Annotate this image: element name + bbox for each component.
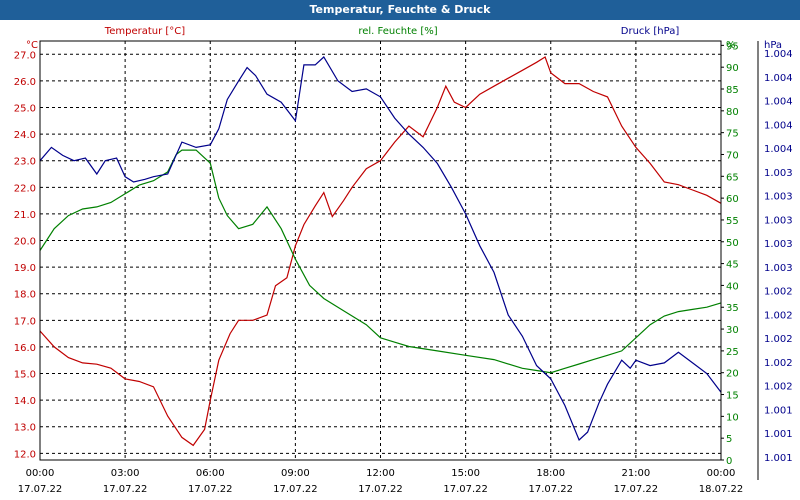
temperature-tick-label: 12.0	[14, 449, 36, 460]
temperature-tick-labels: 12.0 13.0 14.0 15.0 16.0 17.0 18.0 19.0 20.0 21.0…	[14, 50, 36, 460]
humidity-tick-label: 25	[726, 347, 739, 358]
x-tick-time: 00:00	[26, 468, 55, 479]
pressure-tick-label: 1.004	[764, 49, 793, 60]
x-tick-date: 17.07.22	[443, 484, 488, 495]
temperature-tick-label: 16.0	[14, 343, 36, 354]
pressure-tick-label: 1.001	[764, 405, 793, 416]
x-tick-date: 17.07.22	[358, 484, 403, 495]
temperature-tick-label: 19.0	[14, 263, 36, 274]
temperature-tick-label: 24.0	[14, 130, 36, 141]
x-tick-date: 17.07.22	[273, 484, 318, 495]
temperature-tick-label: 23.0	[14, 157, 36, 168]
temperature-tick-label: 22.0	[14, 183, 36, 194]
pressure-tick-label: 1.003	[764, 168, 793, 179]
pressure-tick-label: 1.002	[764, 382, 793, 393]
pressure-line	[39, 56, 722, 442]
pressure-tick-label: 1.002	[764, 334, 793, 345]
chart: Temperatur [°C] rel. Feuchte [%] Druck […	[0, 20, 800, 500]
pressure-tick-label: 1.004	[764, 144, 793, 155]
humidity-tick-label: 70	[726, 150, 739, 161]
humidity-tick-label: 35	[726, 303, 739, 314]
temperature-tick-label: 13.0	[14, 423, 36, 434]
x-tick-time: 03:00	[111, 468, 140, 479]
x-tick-time: 12:00	[366, 468, 395, 479]
temperature-tick-label: 21.0	[14, 210, 36, 221]
humidity-line	[39, 149, 722, 374]
x-tick-time: 00:00	[707, 468, 736, 479]
humidity-tick-label: 40	[726, 281, 739, 292]
temperature-tick-label: 14.0	[14, 396, 36, 407]
x-tick-date: 17.07.22	[614, 484, 659, 495]
pressure-unit: hPa	[764, 40, 782, 51]
humidity-tick-label: 45	[726, 260, 739, 271]
pressure-tick-label: 1.003	[764, 215, 793, 226]
plot-frame	[39, 40, 722, 461]
temperature-line	[39, 56, 722, 447]
pressure-tick-label: 1.002	[764, 287, 793, 298]
humidity-tick-label: 80	[726, 107, 739, 118]
x-tick-time: 18:00	[536, 468, 565, 479]
x-tick-time: 09:00	[281, 468, 310, 479]
humidity-tick-label: 50	[726, 238, 739, 249]
pressure-tick-label: 1.003	[764, 263, 793, 274]
x-tick-date: 17.07.22	[103, 484, 148, 495]
humidity-unit: %	[726, 40, 736, 51]
humidity-tick-label: 75	[726, 129, 739, 140]
humidity-tick-label: 85	[726, 85, 739, 96]
humidity-tick-label: 65	[726, 172, 739, 183]
pressure-tick-label: 1.003	[764, 239, 793, 250]
x-tick-time: 06:00	[196, 468, 225, 479]
pressure-tick-label: 1.004	[764, 97, 793, 108]
humidity-axis-label: rel. Feuchte [%]	[358, 26, 437, 37]
temperature-tick-label: 25.0	[14, 104, 36, 115]
humidity-tick-label: 60	[726, 194, 739, 205]
pressure-tick-label: 1.001	[764, 429, 793, 440]
pressure-tick-label: 1.003	[764, 192, 793, 203]
humidity-tick-label: 0	[726, 456, 732, 467]
pressure-tick-label: 1.002	[764, 358, 793, 369]
temperature-tick-label: 17.0	[14, 316, 36, 327]
window-title: Temperatur, Feuchte & Druck	[0, 0, 800, 20]
temperature-tick-label: 26.0	[14, 77, 36, 88]
humidity-tick-label: 90	[726, 63, 739, 74]
humidity-tick-labels: 0 5 10 15 20 25 30 35 40 45 50 55 60 65 70 75 80 85 90 95	[721, 41, 739, 467]
x-tick-date: 17.07.22	[18, 484, 63, 495]
x-tick-date: 17.07.22	[528, 484, 573, 495]
pressure-tick-label: 1.002	[764, 310, 793, 321]
humidity-tick-label: 95	[726, 41, 739, 52]
humidity-tick-label: 20	[726, 369, 739, 380]
x-tick-labels: 00:00 17.07.22 03:00 17.07.22 06:00 17.07.22 0…	[18, 468, 744, 495]
x-tick-date: 17.07.22	[188, 484, 233, 495]
humidity-tick-label: 15	[726, 391, 739, 402]
grid-lines	[40, 41, 721, 460]
humidity-tick-label: 30	[726, 325, 739, 336]
temperature-tick-label: 18.0	[14, 290, 36, 301]
pressure-tick-labels: 1.001 1.001 1.001 1.002 1.002 1.002 1.002 1.002…	[757, 41, 793, 480]
pressure-tick-label: 1.001	[764, 453, 793, 464]
temperature-tick-label: 15.0	[14, 370, 36, 381]
x-tick-time: 21:00	[621, 468, 650, 479]
humidity-tick-label: 55	[726, 216, 739, 227]
pressure-axis-label: Druck [hPa]	[621, 26, 680, 37]
temperature-axis-label: Temperatur [°C]	[104, 26, 185, 37]
temperature-tick-label: 20.0	[14, 237, 36, 248]
temperature-unit: °C	[26, 40, 38, 51]
humidity-tick-label: 10	[726, 412, 739, 423]
temperature-tick-label: 27.0	[14, 50, 36, 61]
x-tick-date: 18.07.22	[699, 484, 744, 495]
humidity-tick-label: 5	[726, 434, 732, 445]
pressure-tick-label: 1.004	[764, 73, 793, 84]
series-layer	[39, 56, 722, 447]
pressure-tick-label: 1.004	[764, 120, 793, 131]
x-tick-time: 15:00	[451, 468, 480, 479]
